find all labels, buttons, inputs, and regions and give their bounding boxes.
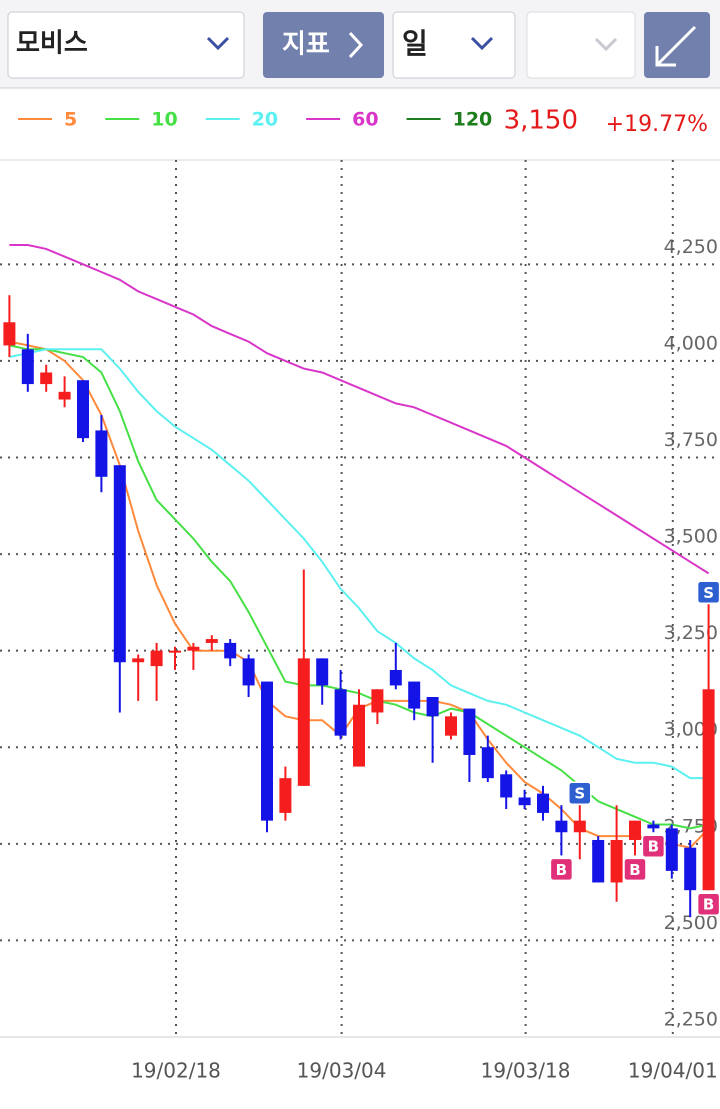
candle-body	[316, 658, 329, 686]
candle-body	[426, 697, 439, 717]
legend: 5 10 20 60 120	[18, 109, 492, 131]
candle-body	[113, 465, 126, 663]
candle-body	[629, 820, 641, 840]
plot: 2,2502,5002,7503,0003,2503,5003,7504,000…	[0, 160, 720, 1083]
candle-body	[518, 797, 531, 806]
y-tick-label: 4,250	[664, 236, 718, 258]
y-tick-label: 2,500	[664, 912, 718, 934]
signal-label: S	[574, 785, 585, 803]
signal-label: B	[703, 896, 714, 914]
candle-body	[537, 793, 549, 813]
candle-body	[242, 658, 255, 686]
legend-label: 60	[352, 109, 378, 131]
candle-body	[610, 839, 623, 883]
signal-label: B	[648, 838, 659, 856]
candle-body	[500, 774, 513, 798]
signal-badge	[568, 781, 592, 805]
chevron	[348, 31, 364, 59]
chevron	[594, 37, 618, 52]
candle-body	[408, 681, 421, 709]
period-label[interactable]: 일	[402, 27, 428, 60]
candle-body	[21, 349, 34, 385]
indicator-button[interactable]: 지표	[263, 12, 384, 78]
candle-body	[297, 658, 310, 786]
legend-label: 10	[151, 109, 177, 131]
stock-name[interactable]: 모비스	[16, 29, 88, 59]
candle-body	[353, 704, 365, 767]
candle-body	[702, 689, 715, 891]
candle-body	[665, 828, 678, 871]
expand-button[interactable]	[644, 12, 710, 78]
candle-body	[261, 681, 273, 821]
indicator-label[interactable]: 지표	[282, 30, 330, 60]
period-select-box[interactable]	[392, 11, 516, 79]
signal-label: B	[629, 861, 640, 879]
y-tick-label: 3,250	[664, 622, 718, 644]
price-change: +19.77%	[606, 112, 708, 137]
y-tick-label: 4,000	[664, 332, 718, 354]
candle-body	[371, 689, 384, 713]
candle-body	[40, 372, 53, 385]
candle-body	[463, 708, 476, 755]
candle-body	[224, 642, 237, 659]
candle-body	[169, 650, 181, 653]
signal-badge	[641, 834, 666, 858]
ma-line	[9, 348, 709, 780]
candle-body	[481, 747, 494, 779]
y-tick-label: 3,500	[664, 526, 718, 548]
candle-body	[279, 778, 292, 813]
signal-badge	[623, 857, 647, 882]
indicator-button-box[interactable]	[263, 12, 384, 78]
signal-label: B	[556, 861, 567, 879]
y-tick-label: 3,750	[664, 429, 718, 451]
x-tick-label: 19/03/18	[481, 1059, 571, 1083]
candle-body	[647, 824, 660, 829]
candle-body	[77, 380, 89, 439]
x-tick-label: 19/04/01	[628, 1059, 718, 1083]
empty-select-box[interactable]	[526, 11, 636, 79]
candle-body	[3, 322, 16, 346]
candle-body	[445, 716, 457, 736]
candle-body	[187, 646, 200, 651]
empty-select[interactable]	[526, 11, 636, 79]
candle-body	[150, 650, 163, 667]
period-select[interactable]: 일	[392, 11, 516, 79]
signal-label: S	[703, 584, 714, 602]
expand-icon	[655, 25, 697, 67]
x-tick-label: 19/03/04	[297, 1059, 387, 1083]
candle-body	[389, 669, 402, 686]
candle-body	[555, 820, 568, 833]
candle-body	[205, 639, 218, 643]
last-price: 3,150	[504, 106, 578, 136]
signal-badge	[549, 857, 574, 882]
candle-body	[573, 820, 586, 833]
candle-body	[684, 847, 697, 891]
legend-label: 5	[64, 109, 77, 131]
legend-label: 20	[252, 109, 278, 131]
candle-body	[132, 658, 145, 663]
x-tick-label: 19/02/18	[131, 1059, 221, 1083]
legend-label: 120	[453, 109, 493, 131]
chevron	[206, 36, 230, 51]
candle-body	[58, 391, 71, 400]
chevron	[470, 36, 494, 51]
candle-body	[592, 839, 605, 883]
candle-body	[95, 430, 108, 477]
ma-line	[9, 244, 710, 575]
stock-select[interactable]: 모비스	[7, 11, 245, 79]
y-tick-label: 2,250	[664, 1009, 718, 1031]
stock-select-box[interactable]	[7, 11, 245, 79]
candle-body	[334, 689, 347, 736]
